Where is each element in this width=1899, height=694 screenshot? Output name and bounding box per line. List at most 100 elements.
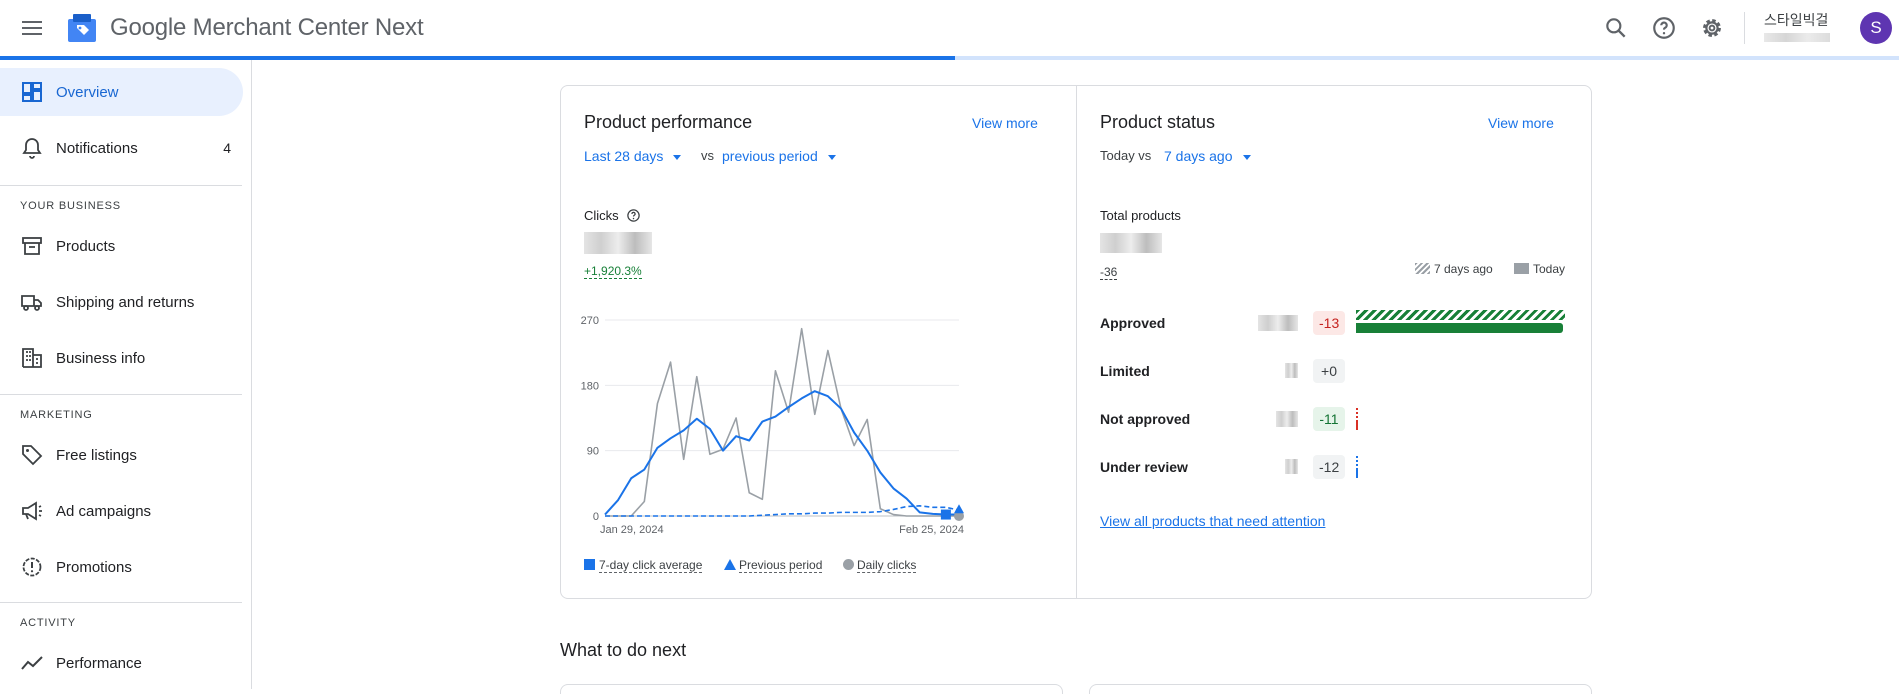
limited-change-badge: +0 [1313,359,1345,383]
approved-label: Approved [1100,315,1166,331]
approved-today-bar[interactable] [1356,323,1563,333]
approved-previous-bar[interactable] [1356,310,1565,320]
legend-7-day-average[interactable]: 7-day click average [584,558,703,573]
under-review-change-badge: -12 [1313,455,1346,479]
compare-period-dropdown[interactable]: previous period [722,148,836,164]
account-id-redacted [1764,33,1830,42]
clicks-total-redacted [584,232,652,254]
not-approved-previous-bar[interactable] [1356,408,1358,418]
section-label-activity: ACTIVITY [20,617,76,629]
view-products-needing-attention-link[interactable]: View all products that need attention [1100,513,1326,529]
sidebar-item-label: Overview [56,83,119,101]
status-view-more-link[interactable]: View more [1488,115,1554,131]
under-review-count-redacted [1285,459,1298,474]
sidebar-item-ad-campaigns[interactable]: Ad campaigns [0,487,243,535]
sidebar-item-label: Free listings [56,446,137,464]
solid-swatch-icon [1514,263,1529,274]
main-menu-button[interactable] [18,14,46,42]
help-icon[interactable] [1651,15,1677,41]
y-tick-label: 270 [581,315,599,327]
sidebar-item-performance[interactable]: Performance [0,639,243,687]
help-icon[interactable] [626,208,641,223]
sidebar-item-label: Business info [56,349,146,367]
top-app-bar: Google Merchant Center Next 스타일빅걸 S [0,0,1899,60]
clicks-change[interactable]: +1,920.3% [584,264,642,279]
archive-box-icon [22,237,42,255]
building-icon [22,348,42,368]
today-vs-label: Today vs [1100,148,1152,163]
dashboard-icon [22,82,42,102]
settings-gear-icon[interactable] [1699,15,1725,41]
what-to-do-next-title: What to do next [560,640,687,660]
sidebar-item-overview[interactable]: Overview [0,68,243,116]
compare-period-value: previous period [722,148,818,164]
under-review-today-bar[interactable] [1356,468,1358,478]
next-card-1 [560,684,1063,694]
trending-line-icon [21,656,43,670]
circle-marker-icon [843,559,854,570]
sidebar-item-notifications[interactable]: Notifications 4 [0,124,243,172]
hatched-swatch-icon [1415,263,1430,274]
legend-daily-clicks[interactable]: Daily clicks [843,558,917,573]
sidebar: Overview Notifications 4 YOUR BUSINESS P… [0,60,252,689]
under-review-label: Under review [1100,459,1188,475]
limited-label: Limited [1100,363,1150,379]
caret-down-icon [673,154,682,160]
approved-count-redacted [1258,315,1298,331]
status-compare-dropdown[interactable]: 7 days ago [1164,148,1251,164]
merchant-center-logo [68,14,96,42]
sidebar-item-business-info[interactable]: Business info [0,334,243,382]
card-divider [1076,86,1077,598]
not-approved-today-bar[interactable] [1356,420,1358,430]
avg-end-marker [940,509,951,520]
period-dropdown-value: Last 28 days [584,148,664,164]
tag-icon [22,445,43,466]
sidebar-item-promotions[interactable]: Promotions [0,543,243,591]
search-icon[interactable] [1603,15,1629,41]
product-status-title: Product status [1100,112,1216,132]
account-name[interactable]: 스타일빅걸 [1764,13,1829,29]
loading-progress-bar [0,56,1899,60]
approved-change-badge: -13 [1313,311,1346,335]
bell-icon [22,138,42,159]
total-products-label: Total products [1100,208,1181,223]
section-label-marketing: MARKETING [20,409,93,421]
sidebar-divider [0,185,242,186]
sidebar-item-label: Performance [56,654,142,672]
x-tick-label: Feb 25, 2024 [899,524,964,536]
avatar[interactable]: S [1860,12,1892,44]
next-card-2 [1089,684,1592,694]
total-products-change[interactable]: -36 [1100,265,1118,280]
sidebar-item-free-listings[interactable]: Free listings [0,431,243,479]
megaphone-icon [22,501,42,521]
period-dropdown[interactable]: Last 28 days [584,148,682,164]
not-approved-change-badge: -11 [1313,407,1345,431]
sidebar-item-label: Shipping and returns [56,293,195,311]
product-performance-title: Product performance [584,112,753,132]
status-compare-value: 7 days ago [1164,148,1233,164]
y-tick-label: 90 [587,446,599,458]
promotion-badge-icon [22,557,42,577]
sidebar-item-label: Ad campaigns [56,502,152,520]
legend-previous-period[interactable]: Previous period [724,558,823,573]
performance-view-more-link[interactable]: View more [972,115,1038,131]
app-title: Google Merchant Center Next [110,14,424,41]
under-review-previous-bar[interactable] [1356,456,1358,466]
legend-today: Today [1514,262,1565,276]
sidebar-divider [0,394,242,395]
caret-down-icon [1242,154,1251,160]
limited-count-redacted [1285,363,1298,378]
y-tick-label: 180 [581,380,599,392]
total-products-redacted [1100,233,1162,253]
series-line-7-day-click-average [604,390,959,516]
sidebar-divider [0,602,242,603]
caret-down-icon [827,154,836,160]
sidebar-item-products[interactable]: Products [0,222,243,270]
square-marker-icon [584,559,595,570]
section-label-your-business: YOUR BUSINESS [20,200,121,212]
not-approved-label: Not approved [1100,411,1191,427]
loading-progress-fill [0,56,956,60]
x-tick-label: Jan 29, 2024 [600,524,664,536]
toolbar-divider [1744,12,1745,44]
sidebar-item-shipping-and-returns[interactable]: Shipping and returns [0,278,243,326]
